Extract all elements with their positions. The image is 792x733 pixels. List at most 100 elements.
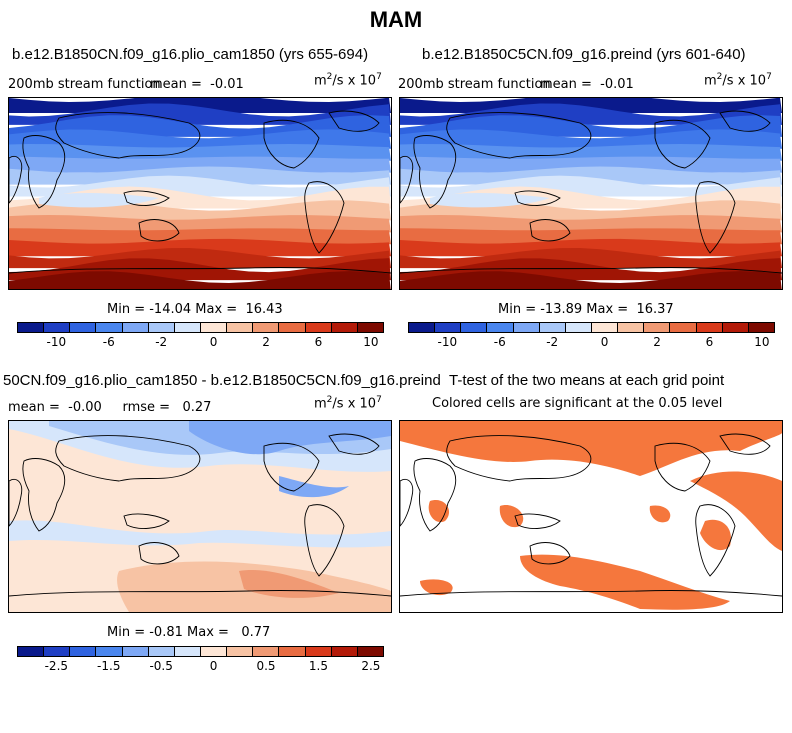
coastline: [22, 135, 66, 209]
colorbar-swatch: [200, 647, 228, 656]
map-top-right: [399, 97, 783, 290]
colorbar-tick-label: -10: [46, 335, 67, 349]
coastline: [514, 190, 561, 206]
streamfunction-field-top-left: [9, 98, 391, 289]
coastline: [400, 155, 414, 204]
map-bottom-right: [399, 420, 783, 613]
coastline: [9, 267, 391, 274]
sig-region-indonesia: [499, 505, 524, 528]
coastline: [695, 504, 736, 577]
coastline: [719, 433, 771, 455]
colorbar-swatch: [513, 323, 540, 332]
significance-field: [400, 421, 782, 610]
colorbar-tick-label: 6: [314, 335, 323, 349]
map-top-left: [8, 97, 392, 290]
sig-region-atlantic: [690, 471, 782, 551]
diff-blue-tropics: [9, 520, 391, 548]
colorbar-swatch: [174, 323, 201, 332]
colorbar-swatch: [18, 323, 45, 332]
coastline: [529, 219, 571, 242]
colorbar-swatch: [722, 323, 749, 332]
diff-blue-patch: [279, 476, 349, 498]
sig-region-southamerica: [700, 519, 731, 551]
sig-region-pacific: [649, 505, 671, 523]
coastline: [9, 155, 23, 204]
colorbar-swatch: [696, 323, 723, 332]
colorbar-tick-label: 0: [209, 335, 218, 349]
streamfunction-band: [9, 215, 391, 233]
panel-title-top-right: b.e12.B1850C5CN.f09_g16.preind (yrs 601-…: [422, 46, 746, 63]
colorbar-tick-label: 2.5: [361, 659, 381, 673]
streamfunction-band: [9, 238, 391, 257]
mean-label-top-left: mean = -0.01: [150, 77, 244, 92]
figure-title: MAM: [369, 7, 423, 32]
colorbar-tick-label: -6: [493, 335, 506, 349]
colorbar-swatch: [96, 323, 123, 332]
coastline: [695, 181, 736, 254]
colorbar-swatch: [44, 323, 71, 332]
colorbar-swatch: [70, 323, 97, 332]
colorbar-swatch: [279, 323, 306, 332]
coastline: [55, 112, 201, 159]
tropical-low-patch: [430, 193, 550, 208]
coastline: [413, 135, 457, 209]
tropical-low-patch: [39, 193, 159, 208]
colorbar-tick-label: 2: [653, 335, 661, 349]
mean-rmse-label-bottom-left: mean = -0.00 rmse = 0.27: [8, 400, 212, 415]
colorbar-swatch: [44, 647, 71, 656]
variable-label-top-right: 200mb stream function: [398, 77, 551, 92]
streamfunction-band: [400, 166, 782, 185]
colorbar-swatch: [200, 323, 228, 332]
coastline: [413, 458, 457, 532]
coastline: [123, 190, 170, 206]
colorbar-swatch: [748, 323, 774, 332]
sig-region-south: [520, 554, 730, 610]
variable-label-top-left: 200mb stream function: [8, 77, 161, 92]
colorbar-swatch: [227, 647, 254, 656]
colorbar-bottom-left: [17, 646, 384, 657]
streamfunction-band: [9, 271, 391, 289]
panel-title-bottom-right: T-test of the two means at each grid poi…: [449, 372, 725, 389]
colorbar-swatch: [148, 323, 175, 332]
colorbar-swatch: [227, 323, 254, 332]
colorbar-swatch: [644, 323, 671, 332]
coastline: [263, 119, 320, 169]
colorbar-tick-label: -2.5: [44, 659, 69, 673]
colorbar-swatch: [357, 647, 383, 656]
colorbar-swatch: [539, 323, 566, 332]
coastline: [123, 513, 170, 529]
map-bottom-left: [8, 420, 392, 613]
colorbar-tick-label: -0.5: [149, 659, 173, 673]
colorbar-swatch: [591, 323, 619, 332]
streamfunction-band: [9, 129, 391, 149]
coastline: [446, 112, 592, 159]
streamfunction-band: [400, 215, 782, 233]
colorbar-swatch: [122, 323, 149, 332]
coastline: [514, 513, 561, 529]
coastline: [654, 442, 711, 492]
colorbar-swatch: [487, 323, 514, 332]
significance-subtitle: Colored cells are significant at the 0.0…: [432, 396, 723, 411]
colorbar-tick-label: 2: [262, 335, 270, 349]
coastline: [55, 435, 201, 482]
minmax-label-top-left: Min = -14.04 Max = 16.43: [107, 302, 283, 317]
colorbar-swatch: [253, 323, 280, 332]
panel-title-bottom-left: 50CN.f09_g16.plio_cam1850 - b.e12.B1850C…: [3, 372, 441, 389]
colorbar-swatch: [279, 647, 306, 656]
colorbar-tick-label: -6: [102, 335, 115, 349]
colorbar-swatch: [357, 323, 383, 332]
diff-blue-deep: [189, 421, 391, 455]
sig-region-north: [400, 421, 782, 476]
colorbar-swatch: [148, 647, 175, 656]
colorbar-swatch: [174, 647, 201, 656]
streamfunction-band: [9, 166, 391, 185]
coastline: [400, 267, 782, 274]
colorbar-swatch: [18, 647, 45, 656]
coastline: [529, 542, 571, 565]
streamfunction-field-top-right: [400, 98, 782, 289]
coastline: [9, 478, 23, 527]
colorbar-tick-label: -1.5: [97, 659, 121, 673]
colorbar-tick-label: 0: [600, 335, 609, 349]
colorbar-swatch: [565, 323, 592, 332]
coastline: [22, 458, 66, 532]
